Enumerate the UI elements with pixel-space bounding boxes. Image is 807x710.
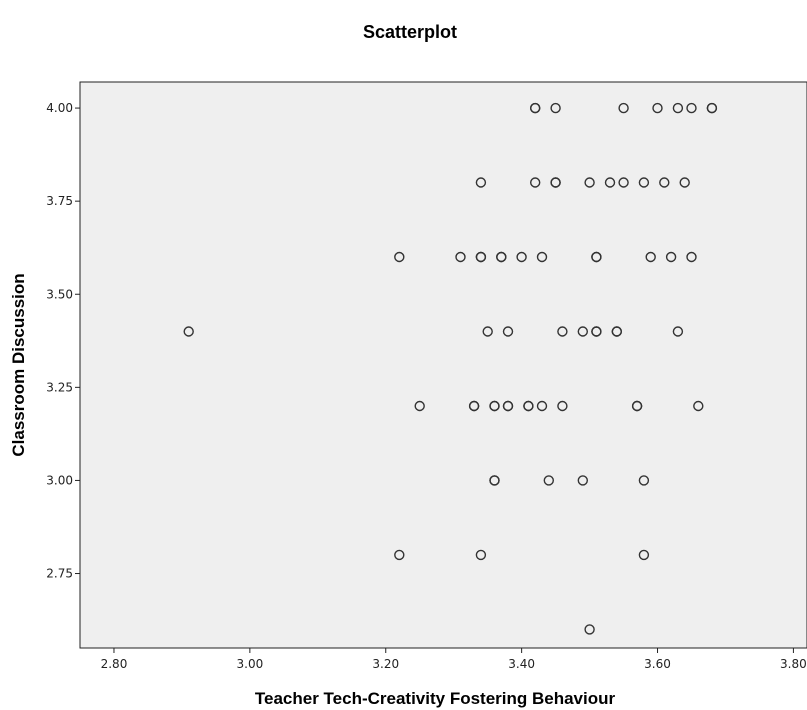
scatter-point [706, 102, 718, 114]
scatter-point [618, 102, 629, 114]
y-tick-label: 2.75 [46, 567, 73, 581]
scatter-point [489, 475, 500, 486]
y-tick-label: 4.00 [46, 101, 73, 115]
scatter-point [638, 549, 650, 561]
x-tick-label: 3.20 [372, 657, 399, 671]
x-tick-label: 3.60 [644, 657, 671, 671]
scatter-point [530, 177, 541, 188]
scatter-point [557, 400, 568, 412]
scatter-point [645, 251, 656, 263]
y-tick-label: 3.25 [46, 380, 73, 394]
scatter-point [686, 251, 697, 263]
scatter-point [550, 177, 561, 188]
scatter-point [489, 400, 500, 412]
plot-area [79, 81, 807, 649]
scatter-point [631, 400, 643, 412]
scatter-point [502, 326, 514, 337]
scatter-point [672, 326, 684, 337]
scatter-point [577, 326, 588, 337]
x-tick-label: 3.00 [237, 657, 264, 671]
scatter-point [482, 326, 493, 337]
scatter-point [584, 624, 595, 635]
scatter-point [394, 251, 405, 263]
scatter-point [652, 102, 663, 114]
scatter-point [183, 326, 194, 337]
scatter-point [502, 400, 514, 412]
scatter-point [638, 177, 650, 188]
scatter-point [611, 326, 622, 337]
scatter-point [679, 177, 690, 188]
scatter-point [557, 326, 568, 337]
scatter-point [618, 177, 629, 188]
y-tick-label: 3.50 [46, 287, 73, 301]
chart-title: Scatterplot [363, 22, 457, 42]
y-tick-label: 3.00 [46, 473, 73, 487]
x-axis-label: Teacher Tech-Creativity Fostering Behavi… [255, 689, 616, 708]
x-axis: 2.80 3.00 3.20 3.40 3.60 3.80 [101, 648, 807, 671]
scatter-point [475, 177, 487, 188]
x-tick-label: 3.80 [780, 657, 807, 671]
y-tick-label: 3.75 [46, 194, 73, 208]
x-tick-label: 2.80 [101, 657, 128, 671]
scatter-point [693, 400, 704, 412]
scatter-point [414, 400, 425, 412]
scatter-point [496, 251, 507, 263]
scatter-point [468, 400, 480, 412]
scatter-point [638, 475, 650, 486]
scatter-point [536, 251, 548, 263]
x-tick-label: 3.40 [508, 657, 535, 671]
scatter-point [686, 102, 697, 114]
scatter-point [455, 251, 466, 263]
scatter-point [516, 251, 527, 263]
scatter-point [584, 177, 595, 188]
scatter-point [591, 251, 602, 263]
scatter-point [536, 400, 548, 412]
scatter-point [672, 102, 684, 114]
scatter-point [523, 400, 534, 412]
scatter-point [659, 177, 670, 188]
scatter-point [543, 475, 554, 486]
scatter-point [394, 549, 405, 561]
scatter-point [604, 177, 616, 188]
y-axis-label: Classroom Discussion [9, 273, 28, 456]
scatter-point [577, 475, 588, 486]
scatter-point [530, 102, 541, 114]
scatter-point [475, 251, 487, 263]
data-points [183, 102, 718, 635]
scatter-point [475, 549, 487, 561]
y-axis: 2.75 3.00 3.25 3.50 3.75 4.00 [46, 101, 80, 581]
scatter-point [665, 251, 677, 263]
scatter-point [591, 326, 602, 337]
scatter-point [550, 102, 561, 114]
